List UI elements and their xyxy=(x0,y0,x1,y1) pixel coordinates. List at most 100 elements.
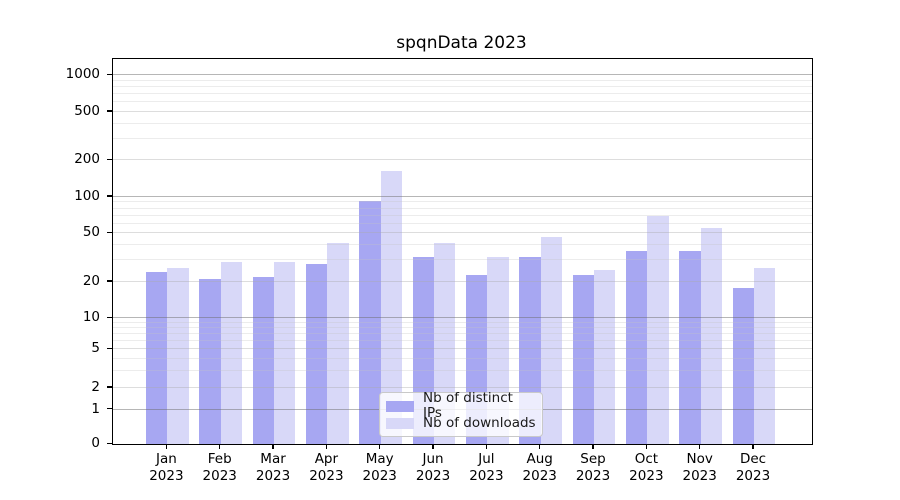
gridline-300 xyxy=(113,137,812,139)
bar-nov-downloads xyxy=(700,228,722,444)
x-tick-sep xyxy=(592,444,594,449)
gridline-70 xyxy=(113,214,812,216)
y-tick-1 xyxy=(107,408,112,410)
legend-item-downloads: Nb of downloads xyxy=(386,415,536,432)
legend: Nb of distinct IPs Nb of downloads xyxy=(379,390,543,437)
gridline-800 xyxy=(113,86,812,88)
gridline-400 xyxy=(113,122,812,124)
y-tick-5 xyxy=(107,347,112,350)
y-tick-label-50: 50 xyxy=(82,224,100,241)
x-tick-apr xyxy=(325,444,328,449)
y-tick-100 xyxy=(107,195,112,197)
y-tick-0 xyxy=(107,442,112,444)
y-tick-label-5: 5 xyxy=(91,340,100,357)
y-tick-label-100: 100 xyxy=(74,187,100,204)
gridline-5 xyxy=(113,348,812,350)
x-tick-nov xyxy=(699,444,701,449)
legend-label-distinct-ips: Nb of distinct IPs xyxy=(423,390,513,421)
x-tick-label-apr: Apr 2023 xyxy=(309,451,344,484)
gridline-3 xyxy=(113,369,812,371)
bar-dec-distinct-ips xyxy=(732,287,755,444)
x-tick-label-may: May 2023 xyxy=(362,451,397,484)
x-tick-label-aug: Aug 2023 xyxy=(522,451,557,484)
gridline-60 xyxy=(113,222,812,224)
y-tick-10 xyxy=(107,316,112,319)
bar-mar-downloads xyxy=(274,262,296,444)
x-tick-label-oct: Oct 2023 xyxy=(629,451,664,484)
x-tick-label-dec: Dec 2023 xyxy=(735,451,771,484)
legend-swatch-distinct-ips xyxy=(386,400,414,412)
gridline-2 xyxy=(113,386,812,388)
y-tick-label-0: 0 xyxy=(91,435,100,451)
gridline-4 xyxy=(113,357,812,359)
gridline-600 xyxy=(113,101,812,103)
bar-may-downloads xyxy=(380,171,403,444)
x-tick-may xyxy=(379,444,381,449)
bar-sep-downloads xyxy=(594,270,616,444)
x-tick-label-jan: Jan 2023 xyxy=(149,451,184,484)
gridline-50 xyxy=(113,232,812,234)
x-tick-label-sep: Sep 2023 xyxy=(575,451,611,484)
x-tick-jun xyxy=(432,444,434,449)
x-tick-label-feb: Feb 2023 xyxy=(202,451,237,484)
y-tick-200 xyxy=(107,158,112,161)
x-tick-jul xyxy=(485,444,488,449)
plot-area xyxy=(112,58,813,445)
x-tick-jan xyxy=(165,444,168,449)
x-tick-aug xyxy=(539,444,541,449)
gridline-7 xyxy=(113,333,812,335)
gridline-80 xyxy=(113,207,812,209)
gridline-30 xyxy=(113,259,812,261)
gridline-8 xyxy=(113,327,812,329)
y-tick-label-10: 10 xyxy=(82,309,100,326)
gridline-900 xyxy=(113,79,812,81)
gridline-700 xyxy=(113,93,812,95)
x-tick-label-mar: Mar 2023 xyxy=(255,451,291,484)
chart-title: spqnData 2023 xyxy=(396,33,527,53)
gridline-9 xyxy=(113,322,812,324)
y-tick-label-500: 500 xyxy=(74,102,100,119)
bar-apr-distinct-ips xyxy=(306,264,328,444)
gridline-10 xyxy=(113,317,812,319)
bar-feb-downloads xyxy=(220,262,243,444)
bar-jan-downloads xyxy=(167,268,189,444)
y-tick-20 xyxy=(107,280,112,282)
bar-aug-downloads xyxy=(540,236,562,444)
x-tick-oct xyxy=(645,444,648,449)
y-tick-label-1000: 1000 xyxy=(65,66,100,83)
x-tick-label-nov: Nov 2023 xyxy=(682,451,717,484)
x-tick-label-jul: Jul 2023 xyxy=(469,451,504,484)
gridline-40 xyxy=(113,244,812,246)
gridline-6 xyxy=(113,340,812,342)
y-tick-1000 xyxy=(107,73,112,76)
gridline-90 xyxy=(113,201,812,203)
y-tick-label-1: 1 xyxy=(91,400,100,417)
y-tick-50 xyxy=(107,231,112,234)
gridline-1000 xyxy=(113,74,812,76)
y-tick-2 xyxy=(107,386,112,388)
gridline-200 xyxy=(113,159,812,161)
bar-nov-distinct-ips xyxy=(679,250,701,444)
gridline-20 xyxy=(113,281,812,282)
gridline-100 xyxy=(113,195,812,197)
x-tick-mar xyxy=(272,444,274,449)
x-tick-feb xyxy=(219,444,221,449)
y-tick-500 xyxy=(107,110,112,112)
bar-oct-distinct-ips xyxy=(626,250,648,444)
bar-mar-distinct-ips xyxy=(252,276,275,444)
y-tick-label-20: 20 xyxy=(82,272,100,289)
bar-jan-distinct-ips xyxy=(146,272,168,444)
legend-swatch-downloads xyxy=(386,417,414,429)
bar-sep-distinct-ips xyxy=(572,274,595,444)
y-tick-label-2: 2 xyxy=(91,378,100,395)
gridline-500 xyxy=(113,110,812,112)
y-tick-label-200: 200 xyxy=(74,151,100,168)
bar-feb-distinct-ips xyxy=(199,279,221,444)
legend-label-downloads: Nb of downloads xyxy=(423,414,536,431)
bar-may-distinct-ips xyxy=(359,201,381,444)
bar-oct-downloads xyxy=(647,215,669,444)
x-tick-label-jun: Jun 2023 xyxy=(415,451,451,484)
x-tick-dec xyxy=(752,444,754,449)
bar-apr-downloads xyxy=(327,242,349,444)
